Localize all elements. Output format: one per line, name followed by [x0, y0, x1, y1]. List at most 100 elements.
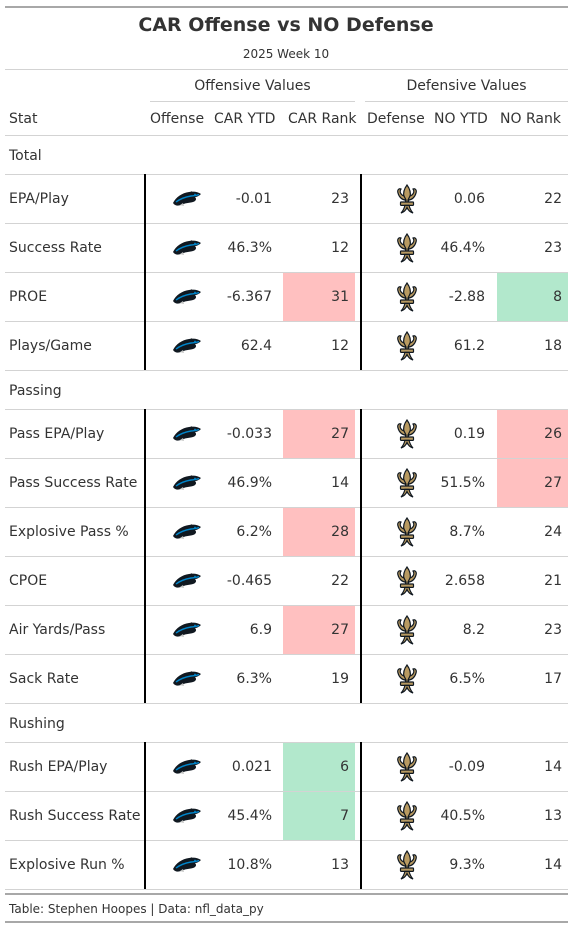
panthers-logo-icon: [172, 238, 202, 258]
row-divider: [5, 654, 568, 655]
no-rank-value: 27: [544, 475, 562, 491]
panthers-logo-icon: [172, 571, 202, 591]
section-divider: [144, 742, 146, 889]
column-header-offense: Offense: [150, 111, 205, 127]
saints-fleur-de-lis-icon: [395, 566, 419, 596]
car-ytd-value: 10.8%: [227, 857, 272, 873]
car-rank-highlight: [283, 273, 355, 321]
saints-fleur-de-lis-icon: [395, 282, 419, 312]
row-divider: [5, 889, 568, 890]
stat-name: Success Rate: [9, 240, 102, 256]
row-divider: [5, 507, 568, 508]
car-rank-highlight: [283, 792, 355, 840]
column-header-car-rank: CAR Rank: [288, 111, 357, 127]
no-ytd-value: -2.88: [448, 289, 485, 305]
car-rank-value: 6: [340, 759, 349, 775]
stat-name: Explosive Pass %: [9, 524, 129, 540]
no-ytd-value: 61.2: [453, 338, 485, 354]
no-rank-value: 22: [544, 191, 562, 207]
table-row: PROE -6.367 31 -2.88 8: [5, 273, 568, 322]
column-header-stat: Stat: [9, 111, 38, 127]
no-ytd-value: 8.2: [462, 622, 485, 638]
spanner-defensive-values: Defensive Values: [406, 78, 527, 94]
car-rank-value: 27: [331, 426, 349, 442]
footer-border: [5, 921, 568, 923]
no-rank-highlight: [497, 459, 568, 507]
spanner-offensive-values: Offensive Values: [194, 78, 311, 94]
car-rank-highlight: [283, 508, 355, 556]
stat-name: Rush Success Rate: [9, 808, 141, 824]
group-divider: [5, 174, 568, 175]
car-rank-value: 12: [331, 240, 349, 256]
no-ytd-value: 40.5%: [440, 808, 485, 824]
table-row: Explosive Pass % 6.2% 28 8.7% 24: [5, 508, 568, 557]
column-header-car-ytd: CAR YTD: [214, 111, 276, 127]
panthers-logo-icon: [172, 620, 202, 640]
saints-fleur-de-lis-icon: [395, 517, 419, 547]
saints-fleur-de-lis-icon: [395, 468, 419, 498]
spanner-defensive-rule: [365, 101, 568, 102]
saints-fleur-de-lis-icon: [395, 850, 419, 880]
section-divider: [360, 409, 362, 703]
column-header-no-rank: NO Rank: [500, 111, 561, 127]
car-rank-value: 22: [331, 573, 349, 589]
car-rank-value: 31: [331, 289, 349, 305]
row-divider: [5, 556, 568, 557]
panthers-logo-icon: [172, 522, 202, 542]
row-divider: [5, 791, 568, 792]
group-label: Total: [9, 148, 42, 164]
row-divider: [5, 321, 568, 322]
panthers-logo-icon: [172, 855, 202, 875]
table-row: Pass Success Rate 46.9% 14 51.5% 27: [5, 459, 568, 508]
car-ytd-value: 6.2%: [236, 524, 272, 540]
row-divider: [5, 840, 568, 841]
section-divider: [144, 174, 146, 370]
stat-name: Pass EPA/Play: [9, 426, 105, 442]
no-ytd-value: 2.658: [444, 573, 485, 589]
stat-name: CPOE: [9, 573, 48, 589]
panthers-logo-icon: [172, 806, 202, 826]
car-ytd-value: -0.01: [235, 191, 272, 207]
table-top-border: [5, 6, 568, 8]
no-rank-value: 8: [553, 289, 562, 305]
group-label: Rushing: [9, 716, 65, 732]
panthers-logo-icon: [172, 757, 202, 777]
panthers-logo-icon: [172, 336, 202, 356]
column-header-divider: [5, 135, 568, 136]
no-rank-value: 21: [544, 573, 562, 589]
table-row: Explosive Run % 10.8% 13 9.3% 14: [5, 841, 568, 890]
car-rank-value: 23: [331, 191, 349, 207]
no-rank-value: 23: [544, 240, 562, 256]
no-ytd-value: 9.3%: [449, 857, 485, 873]
panthers-logo-icon: [172, 287, 202, 307]
panthers-logo-icon: [172, 669, 202, 689]
section-divider: [144, 409, 146, 703]
no-rank-value: 18: [544, 338, 562, 354]
car-rank-value: 13: [331, 857, 349, 873]
no-ytd-value: 46.4%: [440, 240, 485, 256]
table-subtitle: 2025 Week 10: [242, 47, 330, 61]
section-divider: [360, 742, 362, 889]
car-rank-value: 27: [331, 622, 349, 638]
row-divider: [5, 272, 568, 273]
no-ytd-value: 8.7%: [449, 524, 485, 540]
no-rank-value: 13: [544, 808, 562, 824]
no-ytd-value: 51.5%: [440, 475, 485, 491]
saints-fleur-de-lis-icon: [395, 801, 419, 831]
table-row: Rush Success Rate 45.4% 7 40.5% 13: [5, 792, 568, 841]
row-divider: [5, 703, 568, 704]
no-rank-value: 23: [544, 622, 562, 638]
no-rank-value: 14: [544, 759, 562, 775]
no-rank-value: 14: [544, 857, 562, 873]
table-row: Sack Rate 6.3% 19 6.5% 17: [5, 655, 568, 704]
saints-fleur-de-lis-icon: [395, 419, 419, 449]
car-ytd-value: -6.367: [226, 289, 272, 305]
stat-name: Sack Rate: [9, 671, 79, 687]
car-rank-highlight: [283, 410, 355, 458]
table-row: Rush EPA/Play 0.021 6 -0.09 14: [5, 743, 568, 792]
table-row: Success Rate 46.3% 12 46.4% 23: [5, 224, 568, 273]
section-divider: [360, 174, 362, 370]
saints-fleur-de-lis-icon: [395, 184, 419, 214]
column-header-defense: Defense: [367, 111, 425, 127]
stat-name: EPA/Play: [9, 191, 69, 207]
